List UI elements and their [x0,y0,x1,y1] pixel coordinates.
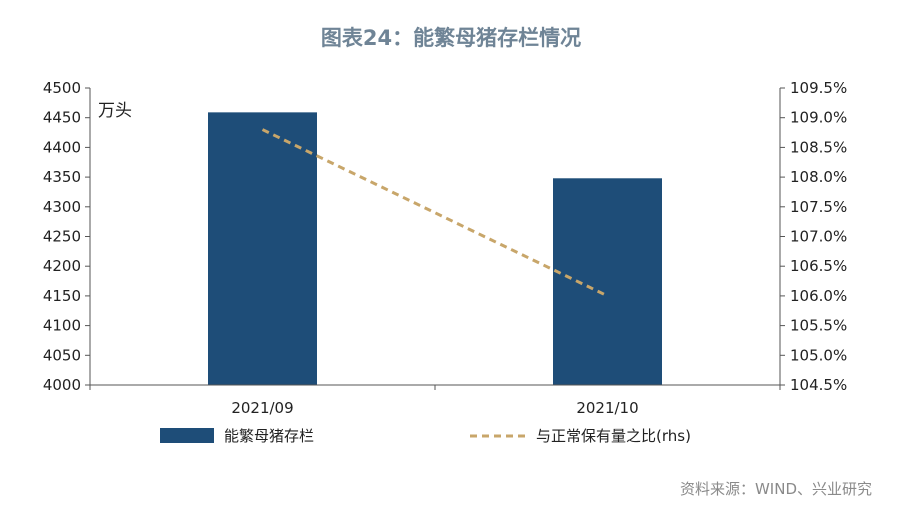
y2-tick-label: 104.5% [790,376,847,394]
y2-tick-label: 108.0% [790,168,847,186]
bar [553,178,662,385]
y2-tick-label: 106.5% [790,257,847,275]
y-tick-label: 4000 [43,376,81,394]
bar [208,112,317,385]
y-tick-label: 4500 [43,79,81,97]
y2-tick-label: 105.5% [790,317,847,335]
y2-tick-label: 107.0% [790,228,847,246]
y-tick-label: 4350 [43,168,81,186]
y2-tick-label: 109.0% [790,109,847,127]
line-series [261,128,609,298]
y2-tick-label: 108.5% [790,138,847,156]
y-axis-unit: 万头 [98,101,132,121]
chart-title: 图表24：能繁母猪存栏情况 [320,26,582,50]
y-tick-label: 4100 [43,317,81,335]
legend-swatch-bar [160,428,214,443]
y-tick-label: 4150 [43,287,81,305]
legend-label-bar: 能繁母猪存栏 [224,427,314,445]
y2-tick-label: 106.0% [790,287,847,305]
y-tick-label: 4050 [43,346,81,364]
y-tick-label: 4450 [43,109,81,127]
y2-tick-label: 105.0% [790,346,847,364]
y-tick-label: 4250 [43,228,81,246]
y2-tick-label: 109.5% [790,79,847,97]
x-tick-label: 2021/09 [231,399,293,417]
x-tick-label: 2021/10 [576,399,638,417]
source-note: 资料来源：WIND、兴业研究 [679,480,872,498]
y2-tick-label: 107.5% [790,198,847,216]
y-tick-label: 4400 [43,138,81,156]
y-tick-label: 4200 [43,257,81,275]
y-tick-label: 4300 [43,198,81,216]
legend-label-line: 与正常保有量之比(rhs) [536,427,691,445]
